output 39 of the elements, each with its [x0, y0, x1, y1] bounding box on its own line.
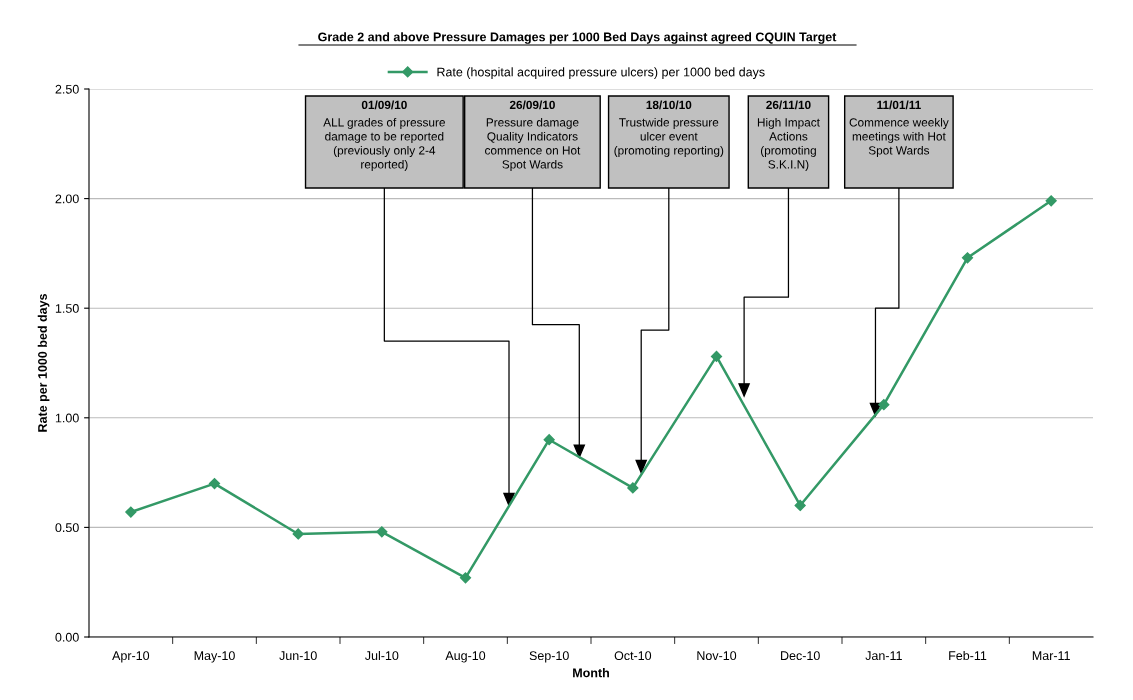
point: [878, 399, 890, 411]
x-tick-label: Dec-10: [781, 651, 820, 661]
point: [710, 350, 723, 363]
x-tick-label: Apr-10: [112, 651, 150, 663]
point: [292, 528, 304, 540]
y-tick-label: 0.00: [55, 632, 79, 642]
y-axis-title: Rate per 1000 bed days: [37, 294, 50, 432]
annotation: 01/09/10 ALL grades of pressure damage to be reported (previously only 2-4 reported): [323, 100, 445, 171]
chart-title: Grade 2 and above Pressure Damages per 1000 Bed Days against agreed CQUIN Target: [318, 32, 837, 44]
x-tick-label: Feb-11: [949, 650, 987, 661]
x-tick-label: Oct-10: [614, 651, 652, 661]
x-tick-label: Aug-10: [445, 651, 486, 663]
point: [794, 499, 806, 512]
x-axis-title: Month: [573, 668, 609, 678]
legend-label: Rate (hospital acquired pressure ulcers) per 1000 bed days: [437, 67, 765, 79]
point: [459, 572, 472, 584]
annotation: 11/01/11 Commence weekly meetings with Hot Spot Wards: [849, 100, 949, 157]
point: [543, 434, 555, 446]
y-tick-label: 2.00: [55, 194, 79, 204]
annotation: 18/10/10 Trustwide pressure ulcer event (promoting reporting): [614, 100, 724, 157]
point: [627, 482, 639, 494]
y-tick-label: 2.50: [55, 84, 79, 94]
point: [1045, 195, 1057, 207]
annotation: 26/11/10 High Impact Actions (promoting S.K.I.N): [757, 100, 820, 171]
y-tick-label: 1.00: [55, 413, 79, 423]
x-tick-label: Jun-10: [279, 651, 317, 661]
x-tick-label: Jan-11: [865, 651, 902, 661]
point: [208, 477, 221, 490]
x-tick-label: Jul-10: [365, 650, 399, 661]
x-tick-label: May-10: [194, 651, 235, 663]
y-tick-label: 0.50: [55, 523, 79, 533]
x-tick-label: Mar-11: [1032, 651, 1070, 661]
point: [125, 506, 137, 518]
y-tick-label: 1.50: [55, 304, 79, 313]
point: [961, 252, 974, 264]
x-tick-label: Sep-10: [529, 651, 569, 663]
point: [376, 526, 388, 538]
x-tick-label: Nov-10: [697, 651, 737, 661]
annotation: 26/09/10 Pressure damage Quality Indicators commence on Hot Spot Wards: [485, 100, 581, 171]
